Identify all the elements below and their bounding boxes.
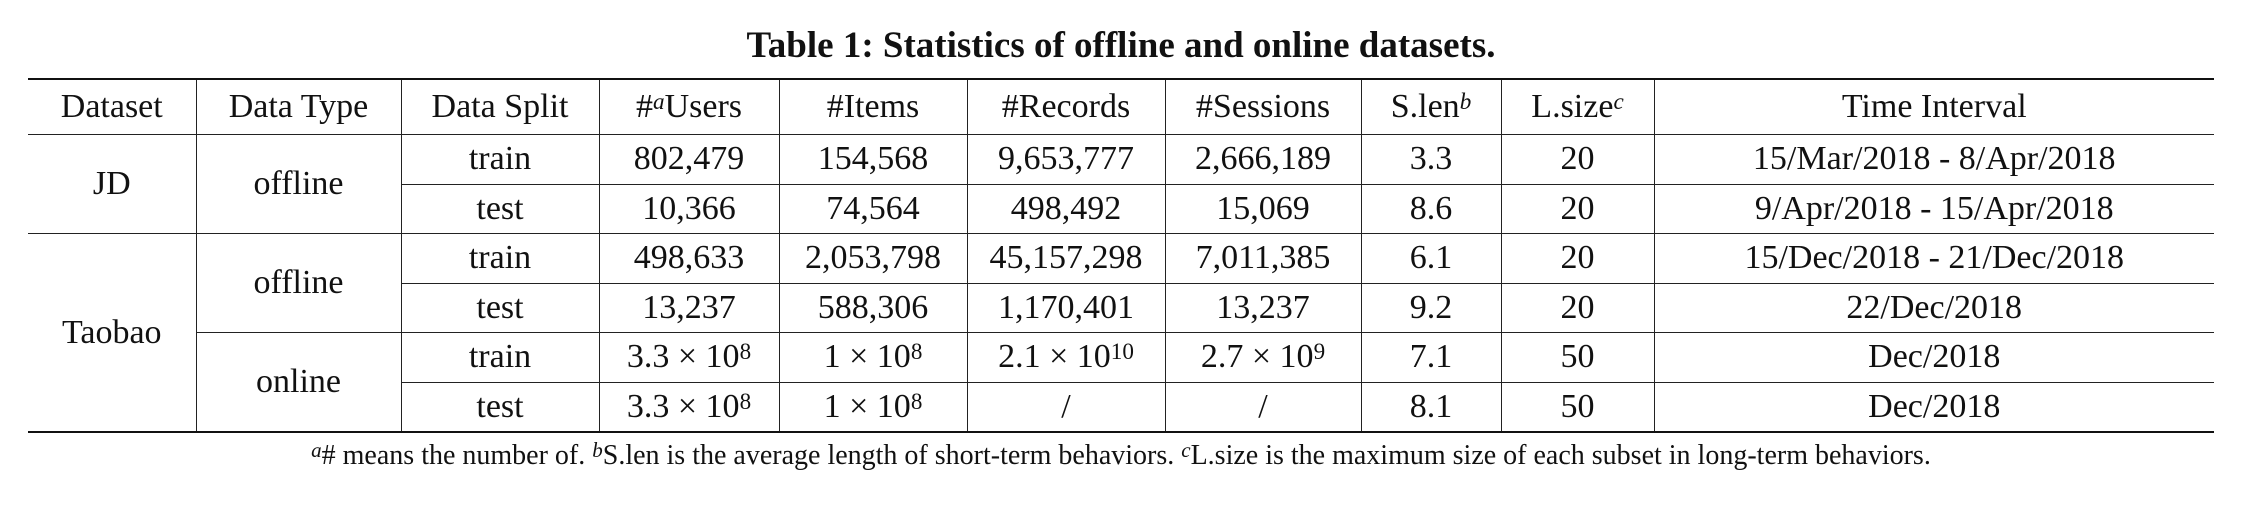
cell-sessions: / bbox=[1164, 381, 1362, 432]
cell-type-taobao-offline: offline bbox=[195, 233, 402, 333]
table-row: online train 3.3 × 108 1 × 108 2.1 × 101… bbox=[28, 332, 2214, 432]
cell-records: 498,492 bbox=[966, 183, 1166, 234]
cell-split: test bbox=[400, 381, 600, 432]
cell-users-base: 3.3 × 10 bbox=[626, 387, 740, 425]
cell-lsize: 50 bbox=[1500, 381, 1655, 432]
cell-users-exp: 8 bbox=[739, 339, 752, 366]
header-records: #Records bbox=[966, 79, 1166, 135]
cell-type-jd-offline: offline bbox=[195, 134, 402, 234]
cell-users-base: 3.3 × 10 bbox=[626, 338, 740, 376]
cell-records: 2.1 × 1010 bbox=[966, 332, 1166, 382]
cell-dataset-jd: JD bbox=[28, 134, 197, 234]
cell-records-exp: 10 bbox=[1110, 339, 1134, 366]
header-users: #aUsers bbox=[598, 79, 780, 135]
cell-lsize: 20 bbox=[1500, 183, 1655, 234]
cell-time: 9/Apr/2018 - 15/Apr/2018 bbox=[1653, 183, 2214, 234]
cell-items: 154,568 bbox=[778, 134, 968, 184]
cell-records: 1,170,401 bbox=[966, 282, 1166, 333]
header-users-prefix: # bbox=[636, 88, 653, 125]
header-slen-label: S.len bbox=[1390, 88, 1460, 125]
cell-split: test bbox=[400, 183, 600, 234]
cell-users: 802,479 bbox=[598, 134, 780, 184]
header-sessions: #Sessions bbox=[1164, 79, 1362, 135]
cell-items: 74,564 bbox=[778, 183, 968, 234]
cell-records: / bbox=[966, 381, 1166, 432]
cell-items: 1 × 108 bbox=[778, 332, 968, 382]
header-slen-sup: b bbox=[1459, 88, 1472, 115]
cell-sessions: 15,069 bbox=[1164, 183, 1362, 234]
cell-items-base: 1 × 10 bbox=[823, 387, 911, 425]
cell-slen: 7.1 bbox=[1360, 332, 1502, 382]
cell-lsize: 20 bbox=[1500, 134, 1655, 184]
cell-split: train bbox=[400, 332, 600, 382]
cell-items-exp: 8 bbox=[910, 339, 923, 366]
table-row: test 10,366 74,564 498,492 15,069 8.6 20… bbox=[28, 183, 2214, 234]
cell-time: Dec/2018 bbox=[1653, 381, 2214, 432]
header-items: #Items bbox=[778, 79, 968, 135]
table-row: JD offline train 802,479 154,568 9,653,7… bbox=[28, 134, 2214, 234]
header-dataset: Dataset bbox=[28, 79, 197, 135]
cell-slen: 6.1 bbox=[1360, 233, 1502, 283]
footnote-a-text: # means the number of. bbox=[321, 440, 593, 471]
cell-lsize: 20 bbox=[1500, 233, 1655, 283]
cell-sessions-base: 2.7 × 10 bbox=[1200, 338, 1314, 376]
cell-dataset-taobao: Taobao bbox=[28, 233, 197, 432]
cell-records: 9,653,777 bbox=[966, 134, 1166, 184]
header-users-sup: a bbox=[653, 88, 665, 115]
cell-slen: 9.2 bbox=[1360, 282, 1502, 333]
cell-slen: 8.6 bbox=[1360, 183, 1502, 234]
cell-sessions: 13,237 bbox=[1164, 282, 1362, 333]
cell-items: 588,306 bbox=[778, 282, 968, 333]
cell-split: train bbox=[400, 134, 600, 184]
cell-split: train bbox=[400, 233, 600, 283]
cell-split: test bbox=[400, 282, 600, 333]
cell-items-exp: 8 bbox=[910, 388, 923, 415]
header-data-split: Data Split bbox=[400, 79, 600, 135]
header-time-interval: Time Interval bbox=[1653, 79, 2214, 135]
table-caption: Table 1: Statistics of offline and onlin… bbox=[746, 25, 1496, 66]
footnote-c-marker: c bbox=[1181, 437, 1191, 462]
cell-slen: 3.3 bbox=[1360, 134, 1502, 184]
cell-records-base: 2.1 × 10 bbox=[998, 338, 1111, 376]
header-users-label: Users bbox=[664, 88, 742, 125]
cell-sessions: 2.7 × 109 bbox=[1164, 332, 1362, 382]
footnote-a-marker: a bbox=[311, 437, 322, 462]
cell-items: 2,053,798 bbox=[778, 233, 968, 283]
cell-users: 498,633 bbox=[598, 233, 780, 283]
cell-users: 10,366 bbox=[598, 183, 780, 234]
cell-type-taobao-online: online bbox=[195, 332, 402, 432]
cell-records: 45,157,298 bbox=[966, 233, 1166, 283]
header-data-type: Data Type bbox=[195, 79, 402, 135]
cell-time: 15/Mar/2018 - 8/Apr/2018 bbox=[1653, 134, 2214, 184]
cell-users: 3.3 × 108 bbox=[598, 332, 780, 382]
cell-users-exp: 8 bbox=[739, 388, 752, 415]
cell-users: 13,237 bbox=[598, 282, 780, 333]
header-row: Dataset Data Type Data Split #aUsers #It… bbox=[28, 79, 2214, 135]
header-slen: S.lenb bbox=[1360, 79, 1502, 135]
table-footnote: a# means the number of. bS.len is the av… bbox=[0, 436, 2242, 476]
header-lsize: L.sizec bbox=[1500, 79, 1655, 135]
cell-sessions-exp: 9 bbox=[1313, 339, 1326, 366]
cell-time: 15/Dec/2018 - 21/Dec/2018 bbox=[1653, 233, 2214, 283]
cell-sessions: 2,666,189 bbox=[1164, 134, 1362, 184]
cell-sessions: 7,011,385 bbox=[1164, 233, 1362, 283]
table-row: test 13,237 588,306 1,170,401 13,237 9.2… bbox=[28, 282, 2214, 333]
footnote-c-text: L.size is the maximum size of each subse… bbox=[1190, 440, 1931, 471]
footnote-b-text: S.len is the average length of short-ter… bbox=[602, 440, 1182, 471]
cell-lsize: 50 bbox=[1500, 332, 1655, 382]
table-row: Taobao offline train 498,633 2,053,798 4… bbox=[28, 233, 2214, 432]
cell-time: 22/Dec/2018 bbox=[1653, 282, 2214, 333]
cell-users: 3.3 × 108 bbox=[598, 381, 780, 432]
cell-items-base: 1 × 10 bbox=[823, 338, 911, 376]
table-row: test 3.3 × 108 1 × 108 / / 8.1 50 Dec/20… bbox=[28, 381, 2214, 432]
footnote-b-marker: b bbox=[592, 437, 603, 462]
cell-lsize: 20 bbox=[1500, 282, 1655, 333]
header-lsize-label: L.size bbox=[1531, 88, 1614, 125]
cell-time: Dec/2018 bbox=[1653, 332, 2214, 382]
dataset-statistics-table: Dataset Data Type Data Split #aUsers #It… bbox=[28, 78, 2214, 433]
header-lsize-sup: c bbox=[1613, 88, 1624, 115]
cell-slen: 8.1 bbox=[1360, 381, 1502, 432]
cell-items: 1 × 108 bbox=[778, 381, 968, 432]
